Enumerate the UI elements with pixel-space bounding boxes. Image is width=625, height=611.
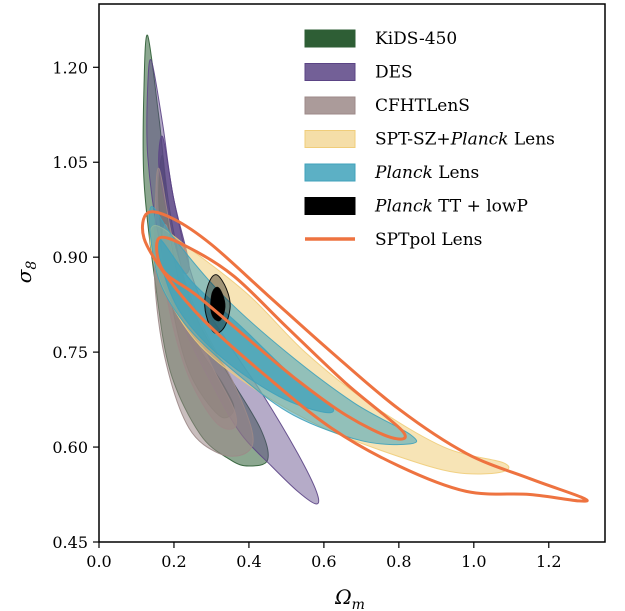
x-tick-label: 0.6 [311, 552, 336, 571]
contour-layer [140, 34, 589, 505]
legend-item-planck-lens: Planck Lens [304, 163, 479, 183]
legend-item-planck-tt-lowp: Planck TT + lowP [304, 197, 528, 217]
legend-swatch [304, 96, 356, 115]
x-axis-ticks: 0.0 0.2 0.4 0.6 0.8 1.0 1.2 [86, 542, 562, 571]
legend-label: DES [375, 63, 413, 83]
contour-spt-sz-planck-lens-95 [149, 224, 510, 475]
contour-planck-tt-lowp-68 [210, 286, 226, 322]
legend-label: KiDS-450 [375, 29, 457, 49]
y-axis-label: σ8 [12, 261, 40, 284]
plot-frame [98, 3, 606, 543]
series-sptpol-lens [140, 210, 589, 503]
legend-label: CFHTLenS [375, 96, 470, 116]
legend-label: SPT-SZ+Planck Lens [375, 130, 555, 150]
x-tick-label: 1.2 [536, 552, 561, 571]
x-axis-label: Ωm [334, 585, 365, 611]
series-planck-tt-lowp [204, 274, 231, 334]
contour-sptpol-lens-68 [155, 235, 407, 441]
y-tick-label: 0.60 [52, 438, 88, 457]
x-tick-label: 0.0 [86, 552, 111, 571]
legend: KiDS-450 DES CFHTLenS SPT-SZ+Planck Lens Pla… [304, 29, 555, 250]
x-tick-label: 0.8 [386, 552, 411, 571]
legend-item-cfhtlens: CFHTLenS [304, 96, 470, 116]
legend-label: SPTpol Lens [375, 230, 482, 250]
y-axis-ticks: 0.45 0.60 0.75 0.90 1.05 1.20 [52, 58, 99, 552]
y-tick-label: 1.20 [52, 58, 88, 77]
legend-label: Planck TT + lowP [374, 197, 528, 217]
contour-sptpol-lens-95 [140, 210, 589, 503]
x-tick-label: 0.4 [236, 552, 261, 571]
y-tick-label: 0.90 [52, 248, 88, 267]
series-spt-sz-planck-lens [149, 224, 510, 475]
legend-item-des: DES [304, 63, 413, 83]
legend-swatch [304, 29, 356, 48]
y-tick-label: 1.05 [52, 153, 88, 172]
legend-item-sptpol-lens: SPTpol Lens [305, 230, 482, 250]
legend-swatch [304, 63, 356, 81]
x-tick-label: 1.0 [461, 552, 486, 571]
x-tick-label: 0.2 [161, 552, 186, 571]
legend-label: Planck Lens [374, 163, 479, 183]
legend-swatch [304, 163, 356, 182]
y-tick-label: 0.45 [52, 533, 88, 552]
legend-item-kids-450: KiDS-450 [304, 29, 457, 49]
legend-item-spt-sz-planck-lens: SPT-SZ+Planck Lens [304, 130, 555, 150]
legend-swatch [304, 197, 356, 215]
y-tick-label: 0.75 [52, 343, 88, 362]
legend-swatch [304, 130, 356, 148]
